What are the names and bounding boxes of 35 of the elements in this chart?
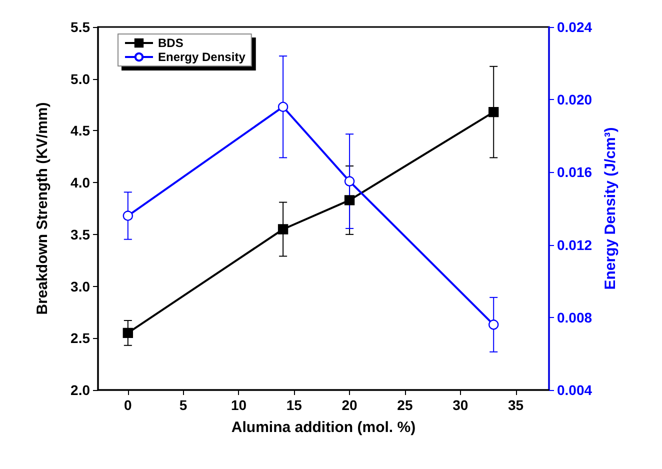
legend-label: Energy Density bbox=[158, 50, 246, 64]
y-tick-label: 3.5 bbox=[70, 226, 90, 242]
point bbox=[278, 224, 288, 234]
point bbox=[344, 176, 355, 186]
y2-tick-label: 0.008 bbox=[557, 309, 592, 326]
y-tick-label: 5.5 bbox=[70, 19, 90, 35]
y2-tick-label: 0.024 bbox=[557, 19, 592, 35]
y-tick-label: 4.0 bbox=[70, 174, 90, 191]
point bbox=[488, 106, 499, 118]
y-axis-title: Breakdown Strength (KV/mm) bbox=[34, 102, 51, 315]
x-tick-label: 10 bbox=[230, 397, 247, 413]
point bbox=[488, 320, 499, 330]
y-tick-label: 5.0 bbox=[70, 70, 90, 87]
legend-label: BDS bbox=[158, 36, 184, 50]
y-tick-label: 2.5 bbox=[70, 330, 90, 346]
point bbox=[278, 102, 288, 112]
y-tick-label: 3.0 bbox=[70, 278, 90, 294]
x-tick-label: 35 bbox=[508, 397, 524, 413]
y-tick-label: 2.0 bbox=[70, 382, 90, 398]
point bbox=[344, 195, 355, 206]
x-tick-label: 20 bbox=[342, 397, 358, 413]
y2-axis-title: Energy Density (J/cm³) bbox=[602, 127, 619, 290]
x-tick-label: 0 bbox=[124, 397, 132, 413]
y-tick-label: 4.5 bbox=[70, 122, 90, 139]
x-axis-title: Alumina addition (mol. %) bbox=[231, 419, 416, 436]
x-tick-label: 25 bbox=[397, 397, 413, 413]
point bbox=[122, 328, 134, 338]
y2-tick-label: 0.012 bbox=[557, 236, 592, 253]
x-tick-label: 30 bbox=[452, 397, 468, 413]
y2-tick-label: 0.020 bbox=[557, 92, 592, 108]
point bbox=[122, 210, 134, 221]
y2-tick-label: 0.016 bbox=[557, 164, 592, 180]
x-tick-label: 15 bbox=[286, 397, 302, 413]
y2-tick-label: 0.004 bbox=[557, 382, 592, 398]
x-tick-label: 5 bbox=[179, 397, 188, 413]
